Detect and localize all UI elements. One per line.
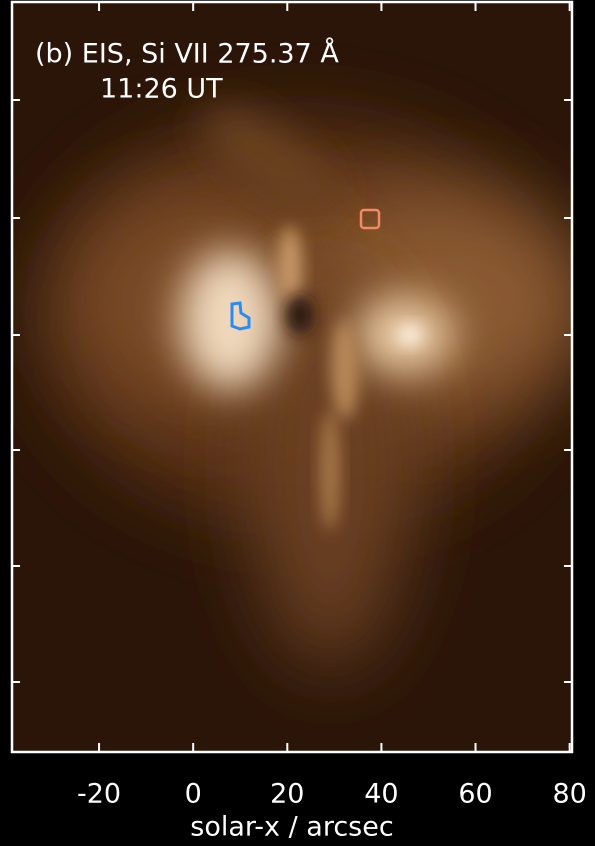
x-tick-label: 0: [185, 779, 202, 810]
x-tick-label: 40: [364, 779, 398, 810]
x-tick-label: 20: [270, 779, 304, 810]
x-tick-label: 60: [458, 779, 492, 810]
blue-contour: [230, 301, 251, 331]
x-tick-label: 80: [552, 779, 586, 810]
chart-subtitle: 11:26 UT: [100, 74, 223, 105]
chart-title: (b) EIS, Si VII 275.37 Å: [35, 38, 339, 70]
y-ticks: [12, 99, 572, 683]
solar-image: [12, 2, 572, 752]
plot-frame: [10, 0, 574, 754]
orange-box: [359, 208, 381, 230]
x-tick-label: -20: [77, 779, 121, 810]
x-axis-label: solar-x / arcsec: [190, 812, 393, 843]
